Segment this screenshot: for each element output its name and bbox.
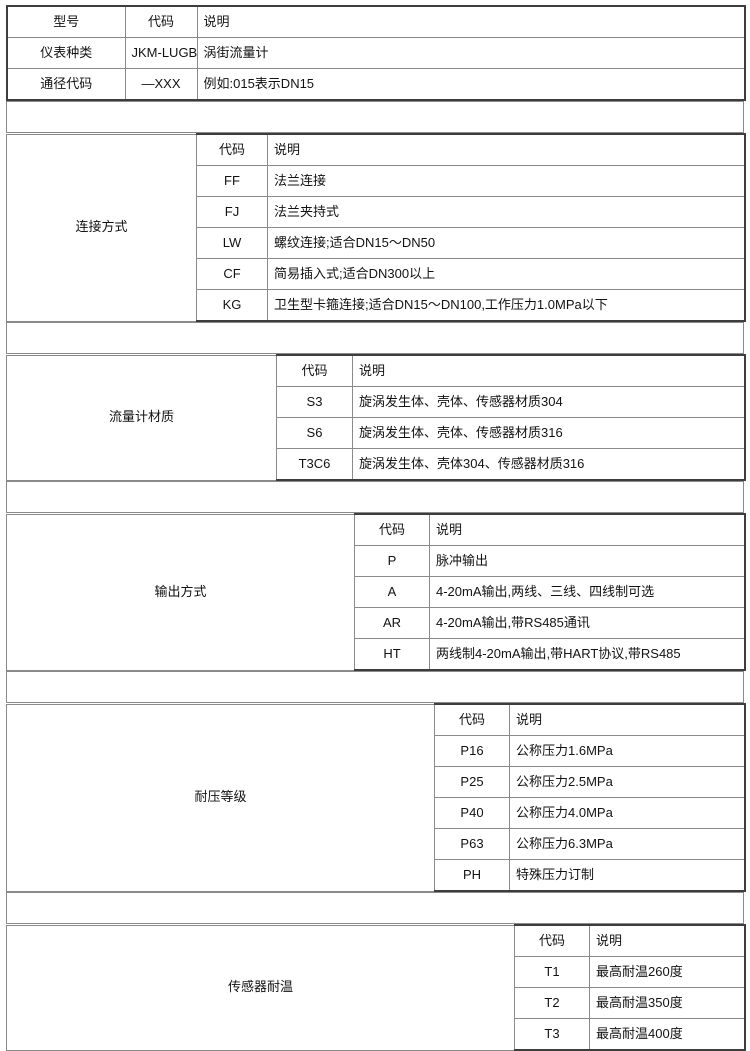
table-row: HT 两线制4-20mA输出,带HART协议,带RS485: [7, 638, 746, 671]
table-row: T3C6 旋涡发生体、壳体304、传感器材质316: [7, 448, 746, 481]
row-name-instrument-type: 仪表种类: [6, 37, 126, 69]
row-desc-p25: 公称压力2.5MPa: [509, 766, 746, 798]
row-desc-ph: 特殊压力订制: [509, 859, 746, 892]
row-code-s3: S3: [276, 386, 353, 418]
row-code-ph: PH: [434, 859, 510, 892]
header-block-table: 型号 代码 说明 仪表种类 JKM-LUGB 涡街流量计 通径代码 —XXX 例…: [6, 5, 746, 101]
table-row: 通径代码 —XXX 例如:015表示DN15: [6, 68, 746, 101]
row-desc-p63: 公称压力6.3MPa: [509, 828, 746, 860]
table-row: A 4-20mA输出,两线、三线、四线制可选: [7, 576, 746, 608]
spacer-connection: [6, 101, 744, 133]
column-header-code: 代码: [124, 5, 198, 38]
row-desc-p: 脉冲输出: [429, 545, 746, 577]
table-row: KG 卫生型卡箍连接;适合DN15～DN100,工作压力1.0MPa以下: [7, 289, 746, 322]
table-row: S6 旋涡发生体、壳体、传感器材质316: [7, 417, 746, 449]
section-sensor-temperature: 传感器耐温 代码 说明 T1 最高耐温260度 T2 最高耐温350度 T3 最…: [6, 924, 746, 1051]
row-desc-cf: 简易插入式;适合DN300以上: [267, 258, 746, 290]
row-desc-s6: 旋涡发生体、壳体、传感器材质316: [352, 417, 746, 449]
subheader-code: 代码: [354, 513, 430, 546]
row-code-t2: T2: [514, 987, 590, 1019]
table-row: LW 螺纹连接;适合DN15～DN50: [7, 227, 746, 259]
row-code-ff: FF: [196, 165, 268, 197]
subheader-desc: 说明: [589, 924, 746, 957]
section-meter-material: 流量计材质 代码 说明 S3 旋涡发生体、壳体、传感器材质304 S6 旋涡发生…: [6, 354, 746, 481]
row-desc-lw: 螺纹连接;适合DN15～DN50: [267, 227, 746, 259]
spec-table-sheet: 型号 代码 说明 仪表种类 JKM-LUGB 涡街流量计 通径代码 —XXX 例…: [6, 5, 746, 1051]
subheader-desc: 说明: [352, 354, 746, 387]
section-subheader-row: 传感器耐温 代码 说明: [6, 924, 746, 1051]
table-row: AR 4-20mA输出,带RS485通讯: [7, 607, 746, 639]
row-desc-t3: 最高耐温400度: [589, 1018, 746, 1051]
row-code-t3c6: T3C6: [276, 448, 353, 481]
subheader-desc: 说明: [509, 703, 746, 736]
row-desc-a: 4-20mA输出,两线、三线、四线制可选: [429, 576, 746, 608]
subheader-desc: 说明: [429, 513, 746, 546]
spacer-output: [6, 481, 744, 513]
spacer-material: [6, 322, 744, 354]
row-desc-bore-code: 例如:015表示DN15: [196, 68, 746, 101]
row-code-s6: S6: [276, 417, 353, 449]
section-label-sensor-temperature: 传感器耐温: [6, 924, 515, 1051]
row-code-cf: CF: [196, 258, 268, 290]
row-code-instrument-type: JKM-LUGB: [124, 37, 198, 69]
table-row: P16 公称压力1.6MPa: [7, 735, 746, 767]
row-desc-t1: 最高耐温260度: [589, 956, 746, 988]
row-desc-t3c6: 旋涡发生体、壳体304、传感器材质316: [352, 448, 746, 481]
row-code-lw: LW: [196, 227, 268, 259]
row-name-bore-code: 通径代码: [6, 68, 126, 101]
row-code-fj: FJ: [196, 196, 268, 228]
spacer-pressure: [6, 671, 744, 703]
row-desc-p40: 公称压力4.0MPa: [509, 797, 746, 829]
row-code-kg: KG: [196, 289, 268, 322]
row-code-p40: P40: [434, 797, 510, 829]
row-desc-fj: 法兰夹持式: [267, 196, 746, 228]
table-row: FJ 法兰夹持式: [7, 196, 746, 228]
subheader-code: 代码: [434, 703, 510, 736]
table-row: P25 公称压力2.5MPa: [7, 766, 746, 798]
spacer-temperature: [6, 892, 744, 924]
column-header-model: 型号: [6, 5, 126, 38]
section-subheader-row: 流量计材质 代码 说明: [6, 354, 746, 481]
row-desc-p16: 公称压力1.6MPa: [509, 735, 746, 767]
row-code-ht: HT: [354, 638, 430, 671]
section-pressure-rating: 耐压等级 代码 说明 P16 公称压力1.6MPa P25 公称压力2.5MPa…: [6, 703, 746, 892]
subheader-code: 代码: [514, 924, 590, 957]
table-row: CF 简易插入式;适合DN300以上: [7, 258, 746, 290]
column-header-desc: 说明: [196, 5, 746, 38]
section-label-connection-type: 连接方式: [6, 133, 197, 322]
row-code-p25: P25: [434, 766, 510, 798]
section-subheader-row: 连接方式 代码 说明: [6, 133, 746, 322]
row-desc-ht: 两线制4-20mA输出,带HART协议,带RS485: [429, 638, 746, 671]
row-desc-kg: 卫生型卡箍连接;适合DN15～DN100,工作压力1.0MPa以下: [267, 289, 746, 322]
section-label-meter-material: 流量计材质: [6, 354, 277, 481]
row-desc-ff: 法兰连接: [267, 165, 746, 197]
row-code-t1: T1: [514, 956, 590, 988]
row-code-a: A: [354, 576, 430, 608]
section-connection-type: 连接方式 代码 说明 FF 法兰连接 FJ 法兰夹持式 LW 螺纹连接;适合DN…: [6, 133, 746, 322]
section-subheader-row: 耐压等级 代码 说明: [6, 703, 746, 892]
section-label-output-mode: 输出方式: [6, 513, 355, 671]
table-row: P 脉冲输出: [7, 545, 746, 577]
row-code-p: P: [354, 545, 430, 577]
row-desc-instrument-type: 涡街流量计: [196, 37, 746, 69]
subheader-desc: 说明: [267, 133, 746, 166]
row-code-bore-code: —XXX: [124, 68, 198, 101]
row-code-ar: AR: [354, 607, 430, 639]
subheader-code: 代码: [276, 354, 353, 387]
table-row: 仪表种类 JKM-LUGB 涡街流量计: [6, 37, 746, 69]
section-label-pressure-rating: 耐压等级: [6, 703, 435, 892]
subheader-code: 代码: [196, 133, 268, 166]
row-code-t3: T3: [514, 1018, 590, 1051]
section-subheader-row: 输出方式 代码 说明: [6, 513, 746, 671]
row-code-p63: P63: [434, 828, 510, 860]
row-desc-ar: 4-20mA输出,带RS485通讯: [429, 607, 746, 639]
row-desc-t2: 最高耐温350度: [589, 987, 746, 1019]
row-desc-s3: 旋涡发生体、壳体、传感器材质304: [352, 386, 746, 418]
row-code-p16: P16: [434, 735, 510, 767]
table-header-row: 型号 代码 说明: [6, 5, 746, 38]
section-output-mode: 输出方式 代码 说明 P 脉冲输出 A 4-20mA输出,两线、三线、四线制可选…: [6, 513, 746, 671]
